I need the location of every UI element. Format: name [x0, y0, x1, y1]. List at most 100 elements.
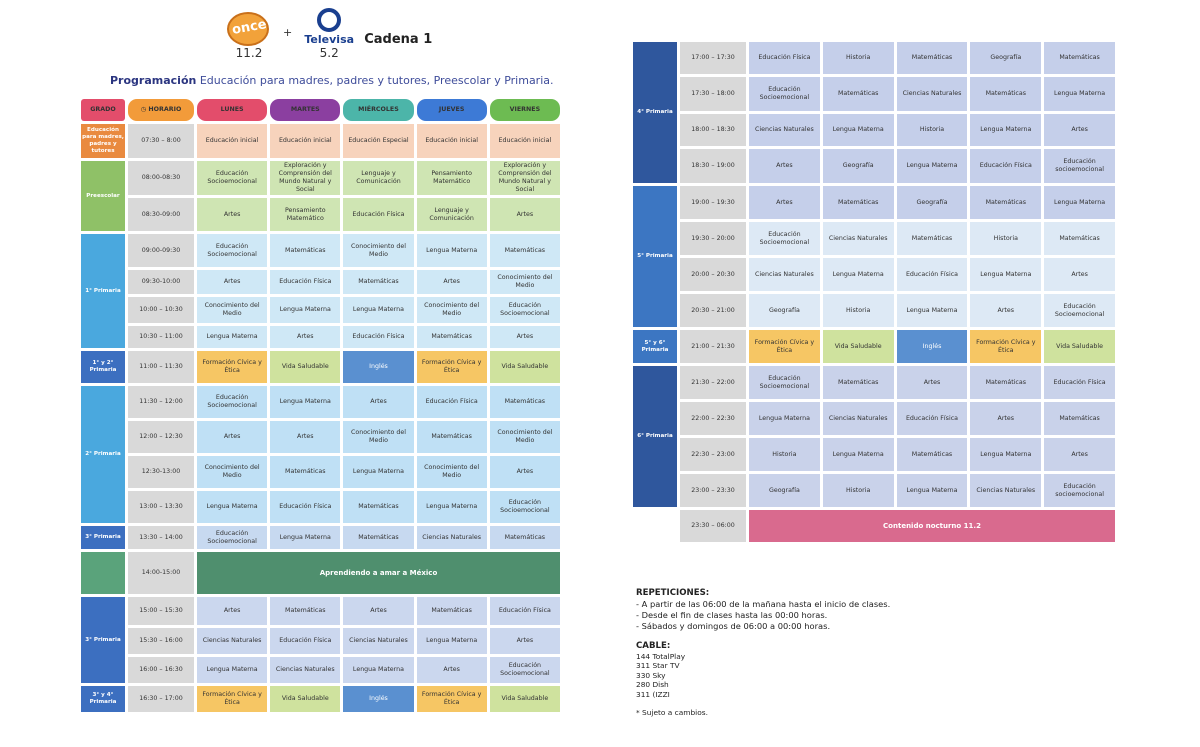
schedule-table-right: 4° Primaria 17:00 – 17:30 Educación Física… — [630, 39, 1118, 545]
footnote: * Sujeto a cambios. — [636, 708, 708, 718]
repeticiones-line: - Desde el fin de clases hasta las 00:00… — [636, 609, 828, 620]
notes: REPETICIONES: - A partir de las 06:00 de… — [636, 588, 890, 718]
once-number: 11.2 — [235, 46, 263, 60]
subject-cell: Lengua Materna — [197, 657, 268, 683]
table-row: 23:00 – 23:30 Geografía Historia Lengua Mat… — [633, 474, 1115, 507]
time-cell: 21:30 – 22:00 — [680, 366, 746, 399]
table-row: 15:30 – 16:00 Ciencias Naturales Educación… — [81, 628, 560, 654]
subject-cell: Lengua Materna — [749, 402, 820, 435]
subject-cell: Lengua Materna — [1044, 186, 1115, 219]
subject-cell: Vida Saludable — [270, 686, 341, 712]
subject-cell: Lengua Materna — [822, 114, 894, 146]
time-cell: 22:30 – 23:00 — [680, 438, 746, 471]
subject-cell: Vida Saludable — [822, 330, 894, 363]
table-row: 3° Primaria 15:00 – 15:30 Artes Matemáticas… — [81, 597, 560, 683]
table-row: 08:30-09:00 Artes Pensamiento Matemático Ed… — [81, 198, 560, 231]
subject-cell: Vida Saludable — [489, 351, 560, 383]
subject-cell: Educación socioemocional — [1044, 149, 1115, 183]
subject-cell: Pensamiento Matemático — [270, 198, 341, 231]
time-cell: 13:00 – 13:30 — [128, 491, 194, 523]
subject-cell: Pensamiento Matemático — [416, 161, 487, 195]
subject-cell: Lengua Materna — [343, 456, 414, 488]
subject-cell: Lengua Materna — [896, 474, 968, 507]
time-cell: 23:00 – 23:30 — [680, 474, 746, 507]
subject-cell: Educación Física — [896, 402, 968, 435]
time-cell: 20:30 – 21:00 — [680, 294, 746, 327]
subject-cell: Artes — [270, 421, 341, 453]
time-cell: 13:30 – 14:00 — [128, 526, 194, 549]
subject-cell: Educación Socioemocional — [749, 366, 820, 399]
subject-cell: Formación Cívica y Ética — [970, 330, 1042, 363]
schedule-table-left: GRADO ◷ HORARIO LUNES MARTES MIÉRCOLES J… — [78, 96, 563, 715]
subject-cell: Educación Socioemocional — [749, 77, 820, 111]
time-cell: 09:30-10:00 — [128, 270, 194, 294]
subject-cell: Artes — [270, 326, 341, 348]
subject-cell: Inglés — [343, 686, 414, 712]
subject-cell: Inglés — [896, 330, 968, 363]
grade-cell: 1° y 2° Primaria — [81, 351, 125, 383]
subject-cell: Educación inicial — [270, 124, 341, 158]
cadena-label: Cadena 1 — [364, 32, 433, 47]
time-cell: 23:30 – 06:00 — [680, 510, 746, 542]
grade-cell: 5° y 6° Primaria — [633, 330, 677, 363]
subject-cell: Ciencias Naturales — [270, 657, 341, 683]
subject-cell: Vida Saludable — [489, 686, 560, 712]
subject-cell: Educación inicial — [416, 124, 487, 158]
grade-cell: 5° Primaria — [633, 186, 677, 327]
table-row: 6° Primaria 21:30 – 22:00 Educación Socioe… — [633, 366, 1115, 507]
subject-cell: Matemáticas — [822, 186, 894, 219]
table-row: 5° y 6° Primaria 21:00 – 21:30 Formación C… — [633, 330, 1115, 363]
subject-cell: Lengua Materna — [970, 258, 1042, 291]
subject-cell: Matemáticas — [896, 438, 968, 471]
subject-cell: Matemáticas — [416, 597, 487, 625]
time-cell: 12:00 – 12:30 — [128, 421, 194, 453]
lunes-header: LUNES — [197, 99, 268, 121]
time-cell: 18:00 – 18:30 — [680, 114, 746, 146]
cable-title: CABLE: — [636, 640, 671, 651]
subject-cell: Artes — [343, 597, 414, 625]
table-row: Educación para madres, padres y tutores 0… — [81, 124, 560, 158]
subject-cell: Educación Física — [489, 597, 560, 625]
grade-cell: 3° Primaria — [81, 526, 125, 549]
subject-cell: Lengua Materna — [197, 491, 268, 523]
subject-cell: Matemáticas — [489, 526, 560, 549]
table-row: 2° Primaria 11:30 – 12:00 Educación Socioe… — [81, 386, 560, 523]
subject-cell: Artes — [489, 628, 560, 654]
miercoles-header: MIÉRCOLES — [343, 99, 414, 121]
subject-cell: Ciencias Naturales — [416, 526, 487, 549]
subject-cell: Educación Física — [896, 258, 968, 291]
televisa-channel: Televisa 5.2 — [302, 8, 356, 60]
subject-cell: Ciencias Naturales — [970, 474, 1042, 507]
table-row: 1° Primaria 09:00-09:30 Educación Socioemo… — [81, 234, 560, 348]
time-cell: 11:30 – 12:00 — [128, 386, 194, 418]
table-row: 5° Primaria 19:00 – 19:30 Artes Matemáticas… — [633, 186, 1115, 327]
subject-cell: Historia — [896, 114, 968, 146]
subject-cell: Geografía — [970, 42, 1042, 74]
header: once 11.2 + Televisa 5.2 Cadena 1 Progra… — [80, 8, 560, 98]
subject-cell: Educación Socioemocional — [1044, 294, 1115, 327]
subject-cell: Historia — [970, 222, 1042, 255]
televisa-wordmark: Televisa — [304, 33, 355, 46]
table-row: 23:30 – 06:00 Contenido nocturno 11.2 — [633, 510, 1115, 542]
subject-cell: Matemáticas — [970, 366, 1042, 399]
subject-cell: Lengua Materna — [270, 297, 341, 323]
subject-cell: Artes — [489, 198, 560, 231]
subject-cell: Lengua Materna — [416, 628, 487, 654]
subject-cell: Lengua Materna — [822, 258, 894, 291]
grade-cell: 3° y 4° Primaria — [81, 686, 125, 712]
subject-cell: Artes — [1044, 114, 1115, 146]
subject-cell: Historia — [822, 474, 894, 507]
time-cell: 12:30-13:00 — [128, 456, 194, 488]
subject-cell: Educación Física — [270, 628, 341, 654]
table-row: 12:30-13:00 Conocimiento del Medio Matemát… — [81, 456, 560, 488]
subject-cell: Lengua Materna — [416, 491, 487, 523]
subject-cell: Lengua Materna — [197, 326, 268, 348]
subject-cell: Conocimiento del Medio — [416, 456, 487, 488]
table-row: 1° y 2° Primaria 11:00 – 11:30 Formación C… — [81, 351, 560, 383]
table-row: 12:00 – 12:30 Artes Artes Conocimiento del … — [81, 421, 560, 453]
subject-cell: Formación Cívica y Ética — [197, 686, 268, 712]
subject-cell: Lengua Materna — [416, 234, 487, 267]
clock-icon: ◷ — [140, 106, 147, 114]
subject-cell: Matemáticas — [343, 270, 414, 294]
subject-cell: Educación Socioemocional — [197, 234, 268, 267]
